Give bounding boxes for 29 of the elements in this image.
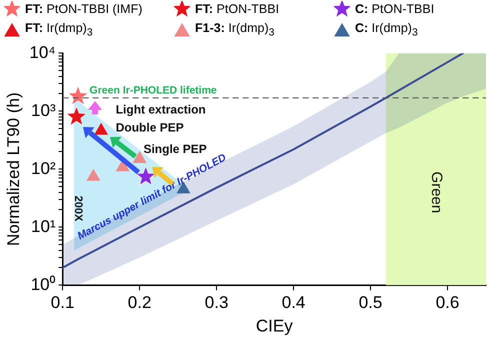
legend-label: C: PtON-TBBI [355,2,434,16]
x-tick-label: 0.2 [128,293,152,312]
x-tick-label: 0.5 [358,293,382,312]
legend-label: F1-3: Ir(dmp)$_{3}$ [195,20,274,38]
legend-label: FT: Ir(dmp)$_{3}$ [25,20,93,38]
y-tick-label: 10¹ [31,216,56,236]
legend-label: FT: PtON-TBBI [195,2,280,16]
y-axis-title: Normalized LT90 (h) [4,92,23,246]
point [86,169,100,181]
x-axis-title: CIEy [256,316,294,336]
x-tick-label: 0.4 [282,293,306,312]
point [68,86,88,106]
y-tick-label: 10⁴ [29,42,56,62]
annotation: Light extraction [116,102,206,116]
legend-label: C: Ir(dmp)$_{3}$ [355,20,418,38]
y-tick-label: 10⁰ [30,274,56,294]
ref-line-label: Green Ir-PHOLED lifetime [90,84,217,96]
x-tick-label: 0.1 [50,293,74,312]
y-tick-label: 10² [31,158,56,178]
annotation: Double PEP [116,120,184,134]
x-tick-label: 0.6 [436,293,460,312]
point [116,160,130,172]
point [66,106,87,126]
point [94,123,108,135]
band-label: Green [428,172,445,214]
x-tick-label: 0.3 [204,293,228,312]
legend-label: FT: PtON-TBBI (IMF) [25,2,142,16]
annotation: Single PEP [143,142,207,156]
y-tick-label: 10³ [31,100,56,120]
